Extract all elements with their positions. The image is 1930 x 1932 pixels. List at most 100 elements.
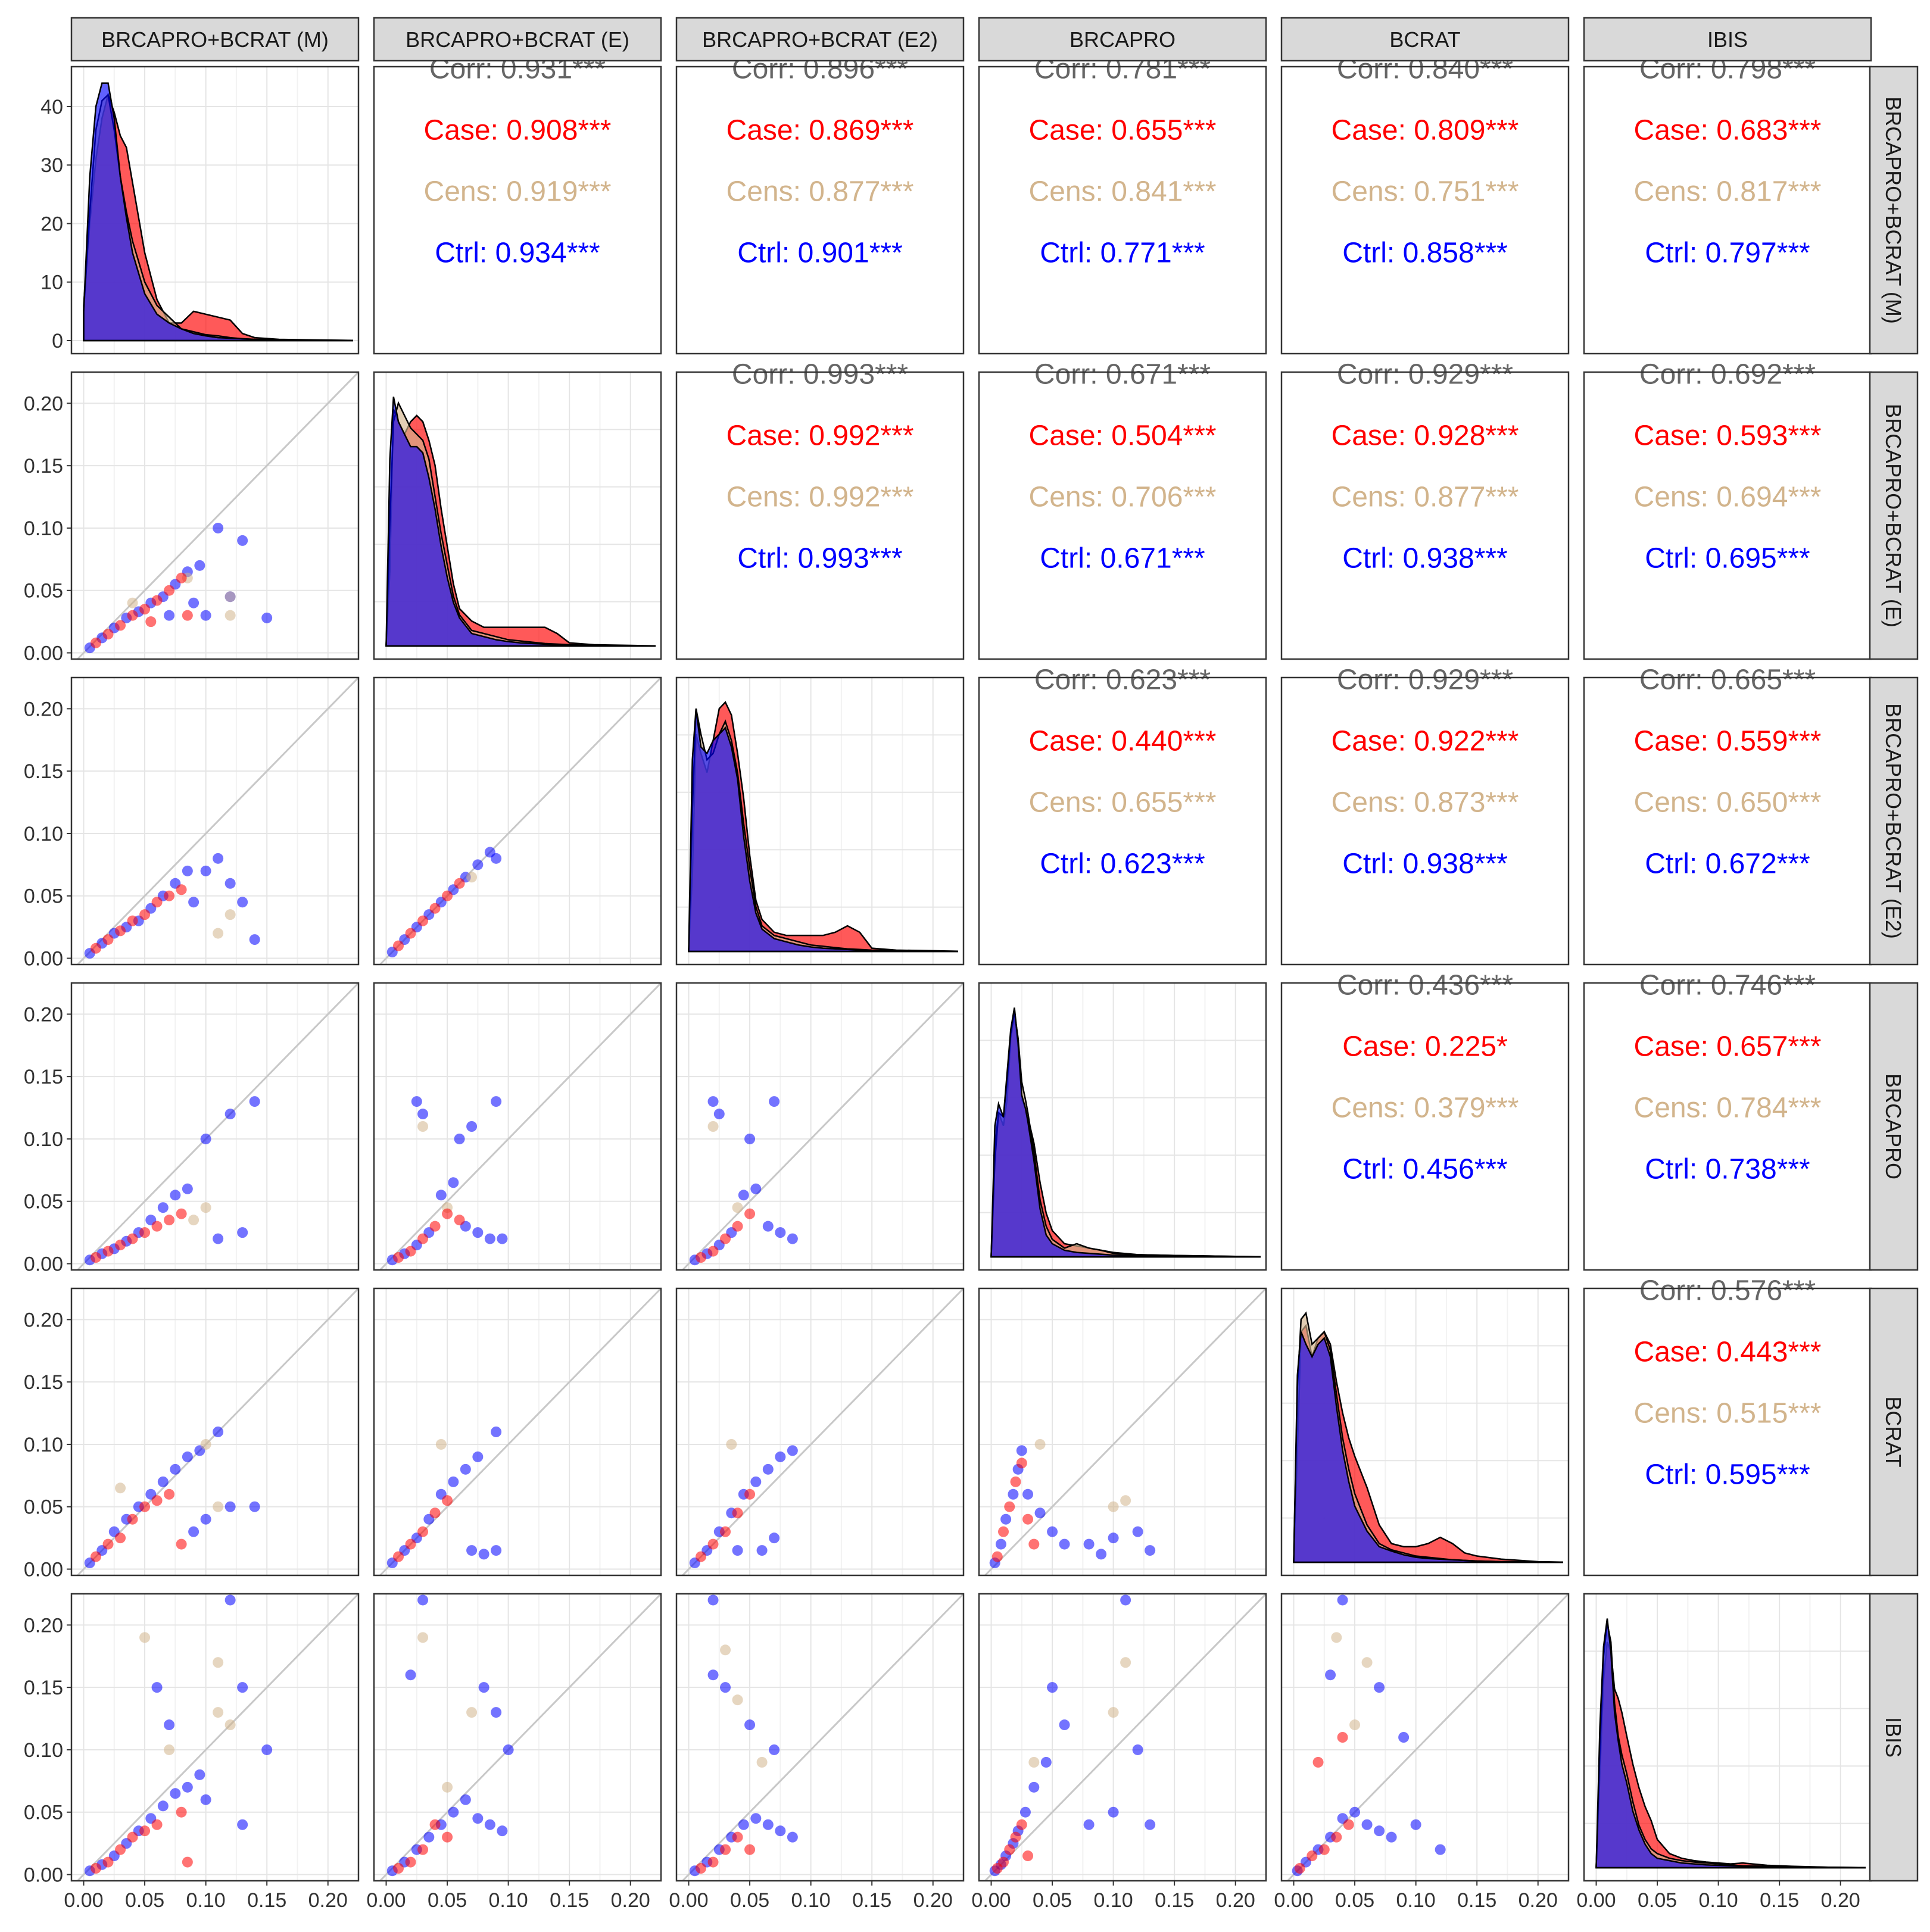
x-tick-label: 0.15 [550, 1889, 589, 1912]
point-ctrl [454, 1133, 465, 1144]
panel-r4-c2 [675, 1287, 965, 1577]
point-case [176, 1538, 187, 1550]
point-case [102, 629, 114, 640]
corr-line-cens: Cens: 0.877*** [1332, 482, 1519, 513]
point-ctrl [491, 1707, 502, 1718]
density-ctrl [990, 1007, 1261, 1258]
panel-border [70, 1593, 360, 1882]
point-case [429, 903, 441, 914]
identity-line [682, 1287, 965, 1577]
corr-line-case: Case: 0.443*** [1634, 1337, 1822, 1368]
corr-line-case: Case: 0.869*** [727, 115, 914, 146]
panel-r0-c3: Corr: 0.781***Case: 0.655***Cens: 0.841*… [978, 54, 1267, 355]
point-cens [213, 928, 224, 939]
point-case [991, 1551, 1003, 1562]
point-ctrl [237, 535, 248, 546]
panel-background [1282, 678, 1569, 965]
point-ctrl [995, 1538, 1006, 1550]
point-ctrl [484, 1819, 495, 1830]
point-case [102, 1246, 114, 1257]
point-ctrl [1059, 1538, 1070, 1550]
point-cens [225, 610, 236, 621]
point-ctrl [1145, 1545, 1156, 1556]
point-case [1004, 1501, 1015, 1512]
x-tick-label: 0.20 [1821, 1889, 1860, 1912]
panel-background [979, 67, 1266, 354]
panel-background [1282, 67, 1569, 354]
point-ctrl [249, 1501, 260, 1512]
point-cens [127, 597, 138, 608]
point-ctrl [200, 1133, 211, 1144]
point-cens [115, 1482, 126, 1494]
top-strip [373, 17, 662, 62]
point-ctrl [1040, 1756, 1052, 1768]
x-tick-label: 0.20 [913, 1889, 953, 1912]
point-ctrl [460, 1463, 471, 1475]
point-ctrl [1083, 1819, 1095, 1830]
point-case [1343, 1819, 1354, 1830]
point-ctrl [787, 1831, 798, 1843]
point-case [176, 572, 187, 583]
panel-r1-c5: Corr: 0.692*** Case: 0.593*** Cens: 0.694*… [1583, 359, 1872, 660]
point-cens [417, 1632, 429, 1643]
identity-line [77, 1593, 360, 1882]
point-ctrl [1374, 1682, 1385, 1693]
point-ctrl [1410, 1819, 1421, 1830]
point-ctrl [423, 1831, 435, 1843]
panel-border [1280, 65, 1570, 355]
point-ctrl [738, 1819, 749, 1830]
point-case [744, 1488, 756, 1500]
density-ctrl [1293, 1331, 1563, 1563]
point-ctrl [744, 1133, 756, 1144]
y-tick-label: 0.15 [24, 1371, 63, 1394]
panel-r4-c0 [70, 1287, 360, 1577]
point-case [1318, 1844, 1330, 1855]
panel-r2-c0 [70, 676, 360, 966]
point-ctrl [1435, 1844, 1446, 1855]
point-case [127, 610, 138, 621]
point-ctrl [1374, 1825, 1385, 1837]
point-ctrl [1108, 1806, 1119, 1818]
point-ctrl [237, 1227, 248, 1238]
point-case [102, 1538, 114, 1550]
panel-border [70, 676, 360, 966]
point-case [696, 1252, 707, 1263]
corr-line-cens: Cens: 0.919*** [424, 176, 612, 208]
point-case [176, 884, 187, 895]
point-case [102, 1856, 114, 1868]
corr-line-ctrl: Ctrl: 0.938*** [1342, 543, 1507, 575]
point-ctrl [249, 1096, 260, 1107]
point-cens [442, 1781, 453, 1793]
right-strip-label: BRCAPRO [1881, 1073, 1906, 1179]
corr-line-ctrl: Ctrl: 0.993*** [737, 543, 902, 575]
point-case [1331, 1831, 1342, 1843]
corr-line-cens: Cens: 0.379*** [1332, 1093, 1519, 1124]
panel-r2-c1 [373, 676, 662, 966]
panel-r4-c3 [978, 1287, 1267, 1577]
panel-r2-c4: Corr: 0.929*** Case: 0.922*** Cens: 0.873*… [1280, 664, 1570, 966]
panel-r0-c2: Corr: 0.896***Case: 0.869***Cens: 0.877*… [675, 54, 965, 355]
point-cens [225, 591, 236, 603]
y-tick-label: 20 [40, 213, 63, 235]
point-case [442, 1831, 453, 1843]
corr-line-case: Case: 0.809*** [1332, 115, 1519, 146]
panel-border [1280, 676, 1570, 966]
point-case [1337, 1732, 1348, 1743]
panel-background [676, 67, 964, 354]
top-strip-label: BRCAPRO+BCRAT (E) [406, 27, 629, 52]
point-ctrl [1028, 1781, 1040, 1793]
point-case [115, 925, 126, 937]
y-tick-label: 0.00 [24, 1559, 63, 1581]
corr-line-ctrl: Ctrl: 0.771*** [1040, 238, 1205, 269]
point-cens [1108, 1707, 1119, 1718]
point-ctrl [732, 1545, 743, 1556]
panel-border [978, 1287, 1267, 1577]
identity-line [77, 676, 360, 966]
point-ctrl [750, 1813, 762, 1824]
point-ctrl [448, 1177, 459, 1188]
point-ctrl [472, 1451, 484, 1462]
point-case [417, 915, 429, 926]
panel-r1-c0 [70, 371, 360, 660]
point-cens [213, 1707, 224, 1718]
x-tick-label: 0.05 [428, 1889, 467, 1912]
